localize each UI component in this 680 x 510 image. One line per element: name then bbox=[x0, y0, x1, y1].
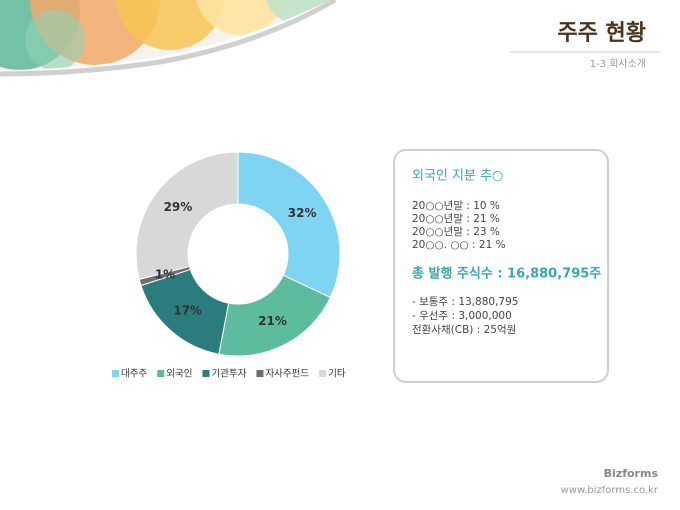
legend-swatch bbox=[112, 370, 119, 377]
info-panel bbox=[393, 149, 609, 383]
panel-heading: 외국인 지분 추○ bbox=[412, 169, 503, 184]
legend-label: 외국인 bbox=[166, 368, 192, 380]
value-label: 17% bbox=[173, 304, 202, 318]
footer-url: www.bizforms.co.kr bbox=[561, 485, 659, 496]
legend-swatch bbox=[256, 370, 264, 377]
legend-swatch bbox=[157, 370, 165, 377]
value-label: 1% bbox=[155, 268, 175, 282]
value-label: 29% bbox=[164, 200, 193, 214]
legend-label: 기타 bbox=[328, 369, 346, 380]
panel-detail: - 우선주 : 3,000,000 bbox=[412, 310, 512, 322]
footer-brand: Bizforms bbox=[604, 467, 659, 480]
panel-line: 20○○. ○○ : 21 % bbox=[412, 239, 506, 251]
panel-line: 20○○년말 : 21 % bbox=[412, 213, 500, 225]
donut-slice bbox=[237, 151, 341, 299]
legend-label: 자사주펀드 bbox=[265, 369, 309, 380]
legend-label: 대주주 bbox=[121, 369, 147, 380]
donut-slice bbox=[135, 151, 239, 280]
panel-total: 총 발행 주식수 : 16,880,795주 bbox=[412, 266, 601, 282]
panel-detail: 전환사채(CB) : 25억원 bbox=[412, 324, 516, 336]
legend-label: 기관투자 bbox=[211, 369, 246, 380]
decoration bbox=[0, 0, 330, 70]
panel-line: 20○○년말 : 23 % bbox=[412, 226, 500, 238]
panel-detail: - 보통주 : 13,880,795 bbox=[412, 296, 518, 308]
legend-swatch bbox=[319, 370, 327, 377]
panel-line: 20○○년말 : 10 % bbox=[412, 200, 500, 212]
value-label: 21% bbox=[258, 314, 287, 328]
slide-title: 주주 현황 bbox=[557, 21, 646, 46]
value-label: 32% bbox=[288, 206, 317, 220]
decoration-arc bbox=[0, 0, 337, 77]
legend-swatch bbox=[202, 370, 210, 377]
slide-subtitle: 1-3 회사소개 bbox=[590, 58, 646, 70]
